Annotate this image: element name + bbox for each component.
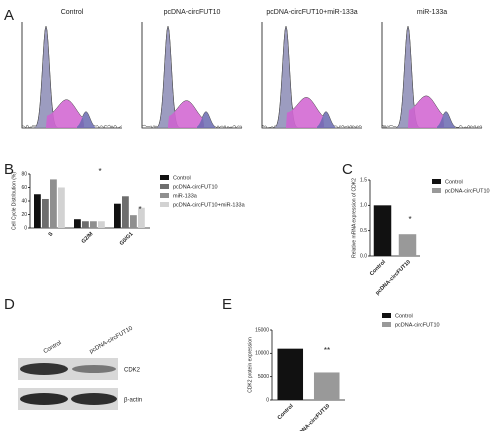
x-tick-label: G0/G1	[119, 231, 135, 247]
legend-label: miR-133a	[173, 193, 198, 199]
blot-band	[20, 393, 68, 405]
legend-swatch	[160, 193, 169, 198]
legend-label: pcDNA-circFUT10	[173, 184, 218, 190]
x-tick-label: S	[48, 231, 55, 238]
blot	[18, 358, 118, 410]
y-tick-label: 1.0	[360, 203, 367, 209]
bar	[34, 194, 41, 228]
band-label: CDK2	[124, 368, 141, 374]
histogram-title: pcDNA-circFUT10+miR-133a	[266, 9, 357, 16]
legend-swatch	[382, 313, 391, 318]
blot-band	[71, 393, 117, 405]
legend-label: pcDNA-circFUT10+miR-133a	[173, 202, 246, 208]
y-axis-label: Cell Cycle Distribution (%)	[11, 172, 17, 230]
legend-swatch	[432, 188, 441, 193]
y-tick-label: 60	[21, 185, 27, 191]
lane-label: pcDNA-circFUT10	[89, 325, 135, 355]
bar	[58, 188, 65, 229]
y-tick-label: 5000	[258, 374, 269, 380]
bar	[98, 221, 105, 228]
bar	[42, 199, 49, 228]
y-axis-label: CDK2 protein expression	[247, 337, 253, 393]
panel-letter: E	[222, 296, 232, 313]
histogram-title: pcDNA-circFUT10	[164, 9, 221, 16]
legend-swatch	[160, 175, 169, 180]
bar	[399, 234, 417, 256]
panel-letter: D	[4, 296, 15, 313]
y-tick-label: 0	[24, 225, 27, 231]
y-tick-label: 0.5	[360, 228, 367, 234]
panel-letter: C	[342, 161, 353, 178]
y-tick-label: 80	[21, 171, 27, 177]
y-tick-label: 15000	[255, 327, 269, 333]
blot-band	[20, 363, 68, 375]
bar	[50, 179, 57, 228]
y-tick-label: 0.0	[360, 253, 367, 259]
bar	[114, 204, 121, 228]
annotation: **	[324, 346, 330, 355]
annotation: *	[408, 215, 411, 224]
x-tick-label: Control	[369, 259, 387, 277]
x-tick-label: pcDNA-circFUT10	[294, 403, 331, 431]
y-tick-label: 20	[21, 212, 27, 218]
legend-swatch	[382, 322, 391, 327]
legend-swatch	[160, 202, 169, 207]
bar	[90, 221, 97, 228]
histogram-title: miR-133a	[417, 9, 447, 16]
bar	[374, 205, 392, 256]
legend-label: Control	[395, 313, 413, 319]
bar	[314, 372, 340, 400]
legend-label: Control	[173, 175, 191, 181]
annotation: *	[98, 167, 101, 176]
y-axis-label: Relative mRNA expression of CDK2	[351, 178, 357, 258]
bar	[122, 196, 129, 228]
x-tick-label: Control	[277, 403, 295, 421]
bar	[277, 349, 303, 400]
y-tick-label: 10000	[255, 351, 269, 357]
annotation: *	[138, 205, 141, 214]
bar	[82, 221, 89, 228]
bar	[130, 215, 137, 228]
lane-label: Control	[43, 340, 63, 355]
legend-label: Control	[445, 179, 463, 185]
x-tick-label: G2/M	[81, 231, 95, 245]
legend-label: pcDNA-circFUT10	[445, 188, 490, 194]
histogram-title: Control	[61, 9, 84, 16]
y-tick-label: 40	[21, 198, 27, 204]
blot-band	[72, 365, 116, 373]
y-tick-label: 1.5	[360, 177, 367, 183]
legend-swatch	[160, 184, 169, 189]
figure: A B C D E Control pcDNA-circFUT10 CDK2 β…	[0, 0, 500, 431]
panel-letter: A	[4, 7, 14, 24]
y-tick-label: 0	[266, 397, 269, 403]
bar	[74, 219, 81, 228]
band-label: β-actin	[124, 398, 142, 404]
legend-label: pcDNA-circFUT10	[395, 322, 440, 328]
legend-swatch	[432, 179, 441, 184]
